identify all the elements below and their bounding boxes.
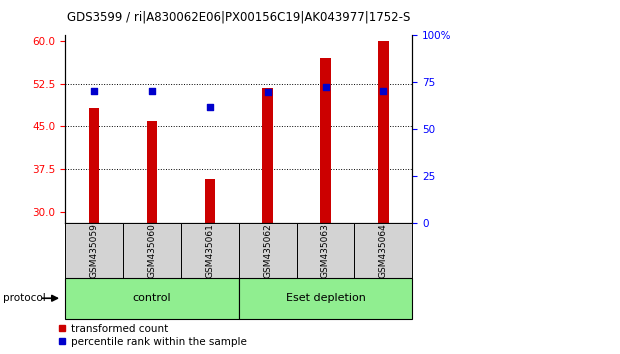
- Bar: [321, 58, 330, 223]
- Bar: [123, 223, 181, 278]
- Legend: transformed count, percentile rank within the sample: transformed count, percentile rank withi…: [58, 324, 247, 347]
- Bar: [239, 223, 296, 278]
- Text: protocol: protocol: [3, 293, 46, 303]
- Bar: [181, 223, 239, 278]
- Point: [89, 88, 99, 93]
- Text: GSM435059: GSM435059: [89, 223, 99, 278]
- Point: [205, 104, 215, 109]
- Text: GSM435061: GSM435061: [205, 223, 215, 278]
- Text: control: control: [133, 293, 171, 303]
- Bar: [262, 88, 273, 223]
- Bar: [89, 108, 99, 223]
- Bar: [296, 223, 355, 278]
- Bar: [205, 179, 215, 223]
- Bar: [65, 278, 239, 319]
- Bar: [65, 223, 123, 278]
- Bar: [355, 223, 412, 278]
- Text: GSM435064: GSM435064: [379, 223, 388, 278]
- Point: [263, 89, 273, 95]
- Text: GSM435062: GSM435062: [263, 223, 272, 278]
- Point: [378, 88, 388, 93]
- Text: GSM435060: GSM435060: [148, 223, 156, 278]
- Bar: [239, 278, 412, 319]
- Text: Eset depletion: Eset depletion: [286, 293, 365, 303]
- Bar: [378, 41, 389, 223]
- Bar: [147, 121, 157, 223]
- Point: [321, 84, 330, 90]
- Point: [147, 88, 157, 93]
- Text: GDS3599 / ri|A830062E06|PX00156C19|AK043977|1752-S: GDS3599 / ri|A830062E06|PX00156C19|AK043…: [67, 11, 410, 24]
- Text: GSM435063: GSM435063: [321, 223, 330, 278]
